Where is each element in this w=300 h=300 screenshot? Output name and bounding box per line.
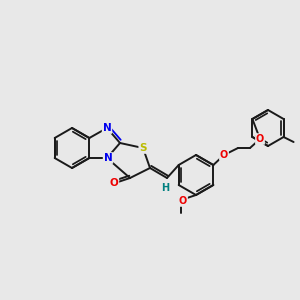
Text: S: S — [139, 143, 147, 153]
Text: O: O — [110, 178, 118, 188]
Text: O: O — [256, 134, 264, 144]
Text: H: H — [161, 183, 169, 193]
Text: O: O — [179, 196, 187, 206]
Text: O: O — [220, 150, 228, 160]
Text: N: N — [103, 153, 112, 163]
Text: N: N — [103, 123, 111, 133]
